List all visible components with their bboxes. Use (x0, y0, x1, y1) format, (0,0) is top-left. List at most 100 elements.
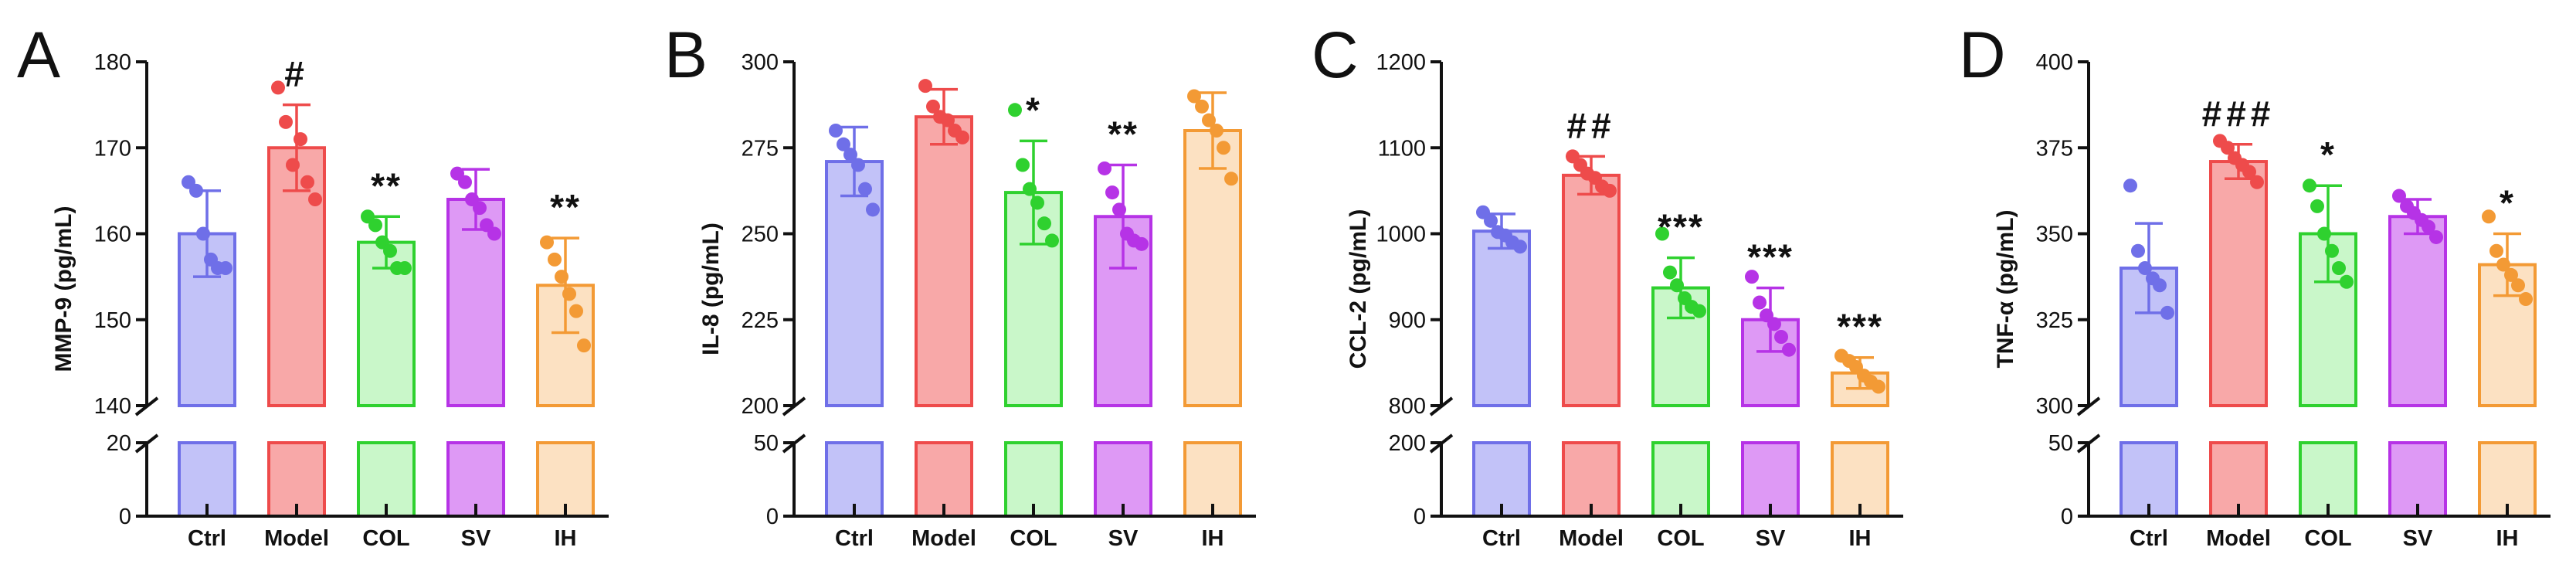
bar-Model (2209, 160, 2268, 408)
y-tick-label: 50 (2048, 431, 2073, 456)
data-point-Ctrl (2138, 261, 2152, 275)
data-point-COL (398, 261, 412, 275)
panel-letter: B (664, 19, 708, 91)
data-point-Model (294, 132, 307, 147)
x-tick-label: Ctrl (835, 526, 874, 551)
data-point-Model (918, 79, 932, 93)
data-point-Model (2250, 175, 2264, 189)
data-point-COL (1692, 304, 1706, 318)
y-tick-label: 900 (1389, 308, 1426, 333)
bar-lower-SV (1741, 441, 1800, 518)
panel-letter: C (1312, 19, 1359, 91)
data-point-SV (1112, 202, 1126, 217)
data-point-COL (1655, 226, 1669, 241)
y-tick-label: 400 (2036, 50, 2073, 75)
y-tick-label: 20 (107, 431, 131, 456)
data-point-SV (1782, 342, 1796, 357)
x-tick-label: Ctrl (188, 526, 226, 551)
data-point-IH (1224, 172, 1238, 186)
data-point-Model (286, 158, 300, 172)
significance-marker: * (1026, 90, 1041, 130)
data-point-COL (1670, 278, 1684, 293)
data-point-Ctrl (2160, 305, 2174, 320)
data-point-IH (1195, 99, 1209, 114)
x-tick-label: COL (362, 526, 409, 551)
y-tick-label: 200 (1389, 431, 1426, 456)
data-point-SV (458, 175, 472, 189)
y-axis-title: IL-8 (pg/mL) (698, 223, 724, 355)
bar-Ctrl (1472, 229, 1531, 407)
bar-Model (915, 115, 973, 407)
data-point-Model (300, 175, 314, 189)
data-point-COL (1045, 233, 1059, 248)
chart-panel-D: D TNF-α (pg/mL) Ctrl ### Model * COL SV * IH 300 32… (1959, 19, 2551, 551)
bar-Model (1562, 173, 1621, 407)
bar-Ctrl (825, 160, 884, 408)
data-point-SV (1774, 330, 1788, 344)
x-tick-label: Model (911, 526, 976, 551)
significance-marker: ** (1108, 114, 1139, 155)
data-point-COL (1016, 158, 1030, 172)
significance-marker: * (2500, 183, 2515, 223)
x-tick-label: IH (1202, 526, 1224, 551)
significance-marker: *** (1837, 307, 1883, 347)
y-tick-label: 300 (2036, 394, 2073, 419)
x-tick-label: SV (1108, 526, 1139, 551)
data-point-Ctrl (829, 124, 843, 138)
y-tick-label: 0 (2061, 505, 2073, 529)
y-tick-label: 800 (1389, 394, 1426, 419)
data-point-Ctrl (219, 261, 232, 275)
data-point-COL (2303, 178, 2316, 193)
data-point-COL (2340, 274, 2354, 289)
x-tick-label: COL (1657, 526, 1704, 551)
significance-marker: *** (1747, 237, 1794, 277)
significance-marker: *** (1658, 207, 1704, 247)
y-tick-label: 150 (94, 308, 131, 333)
data-point-Ctrl (2153, 278, 2167, 293)
significance-marker: * (2320, 134, 2336, 175)
data-point-SV (1098, 161, 1112, 175)
data-point-COL (1037, 216, 1051, 231)
data-point-COL (383, 243, 397, 258)
data-point-Model (926, 99, 940, 114)
y-tick-label: 170 (94, 136, 131, 161)
y-tick-label: 160 (94, 223, 131, 247)
y-tick-label: 350 (2036, 223, 2073, 247)
data-point-SV (1105, 185, 1119, 200)
data-point-Ctrl (837, 137, 850, 151)
data-point-Model (308, 192, 322, 206)
data-point-COL (1663, 265, 1677, 280)
x-tick-label: IH (1849, 526, 1872, 551)
data-point-SV (2429, 229, 2443, 244)
data-point-COL (2317, 226, 2331, 241)
data-point-COL (1008, 103, 1022, 117)
x-tick-label: IH (2496, 526, 2519, 551)
y-tick-label: 225 (742, 308, 779, 333)
data-point-IH (2519, 292, 2533, 307)
data-point-Ctrl (858, 182, 872, 196)
x-tick-label: Ctrl (1482, 526, 1521, 551)
bar-IH (2478, 263, 2537, 407)
data-point-COL (1023, 182, 1037, 196)
y-axis-title: TNF-α (pg/mL) (1993, 209, 2018, 368)
data-point-IH (1187, 89, 1201, 104)
data-point-Ctrl (2131, 243, 2145, 258)
bar-lower-IH (1183, 441, 1242, 518)
data-point-IH (577, 338, 591, 353)
data-point-SV (1753, 295, 1767, 310)
y-tick-label: 0 (766, 505, 779, 529)
significance-marker: ## (1566, 105, 1615, 145)
significance-marker: # (284, 54, 309, 94)
significance-marker: ** (550, 187, 581, 227)
data-point-Ctrl (189, 183, 203, 198)
x-tick-label: Model (264, 526, 329, 551)
data-point-IH (548, 252, 562, 267)
data-point-IH (1872, 379, 1885, 394)
x-tick-label: IH (555, 526, 577, 551)
x-tick-label: SV (2403, 526, 2433, 551)
data-point-IH (562, 287, 576, 301)
y-tick-label: 1000 (1376, 223, 1426, 247)
data-point-Ctrl (2123, 178, 2137, 193)
y-tick-label: 300 (742, 50, 779, 75)
